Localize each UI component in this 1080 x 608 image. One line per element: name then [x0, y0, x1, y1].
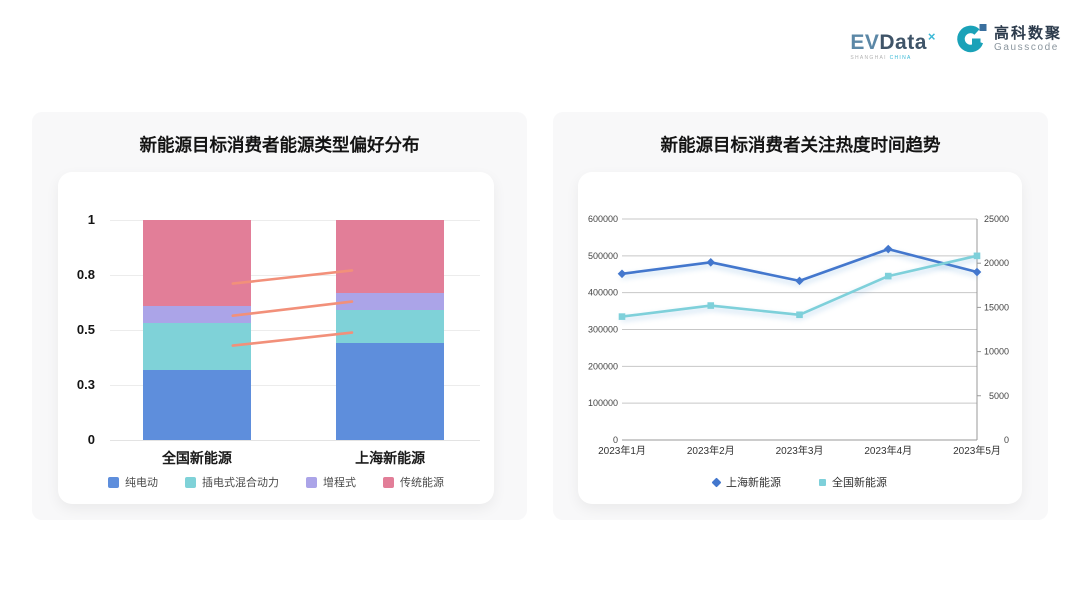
- evdata-tagline-shanghai: SHANGHAI: [850, 55, 887, 61]
- bar-segment: [142, 305, 251, 324]
- y-axis-label-right: 5000: [989, 391, 1009, 401]
- bar-segment: [336, 220, 445, 293]
- data-point: [883, 244, 893, 254]
- data-point: [618, 313, 626, 320]
- legend-label: 增程式: [323, 477, 356, 489]
- evdata-logo: EVData× SHANGHAI CHINA: [850, 22, 936, 61]
- y-axis-label-left: 300000: [588, 325, 618, 335]
- legend-item[interactable]: 插电式混合动力: [185, 474, 279, 490]
- y-axis-label-left: 0: [613, 435, 618, 445]
- header-logos: EVData× SHANGHAI CHINA 高科数聚 Gausscode: [850, 22, 1062, 61]
- y-axis-label: 0.8: [76, 267, 95, 282]
- y-axis-label-left: 200000: [588, 361, 618, 371]
- evdata-tagline: SHANGHAI CHINA: [850, 55, 911, 61]
- bar-segment: [336, 292, 445, 311]
- attention-trend-card: 新能源目标消费者关注热度时间趋势 0 100000 200000 300000 4000…: [553, 112, 1048, 520]
- legend-item[interactable]: 上海新能源: [711, 474, 781, 490]
- legend-label: 传统能源: [400, 477, 444, 489]
- bar-plot: 0 0.3 0.5 0.8 1 全国新能源 上海新能源: [58, 172, 494, 504]
- legend-item[interactable]: 传统能源: [383, 474, 444, 490]
- y-axis-label-right: 20000: [984, 258, 1009, 268]
- gridline: [110, 329, 480, 331]
- line-chart-panel: 0 100000 200000 300000 400000 500000 600000 0 50…: [578, 172, 1022, 504]
- data-point: [795, 276, 804, 286]
- evdata-wordmark: EVData×: [850, 26, 936, 54]
- y-axis-label: 1: [87, 212, 95, 227]
- legend-marker: [819, 478, 826, 486]
- data-point: [972, 267, 982, 277]
- bar-segment: [336, 310, 445, 344]
- series-line-0: [620, 247, 979, 283]
- data-point: [707, 302, 715, 309]
- legend-swatch: [383, 476, 394, 488]
- bar-segment: [142, 369, 251, 440]
- legend-label: 插电式混合动力: [202, 477, 279, 489]
- x-axis-label: 2023年1月: [598, 444, 646, 457]
- category-label: 上海新能源: [355, 450, 426, 466]
- gausscode-g-icon: [957, 24, 987, 53]
- gausscode-text: 高科数聚 Gausscode: [994, 25, 1062, 53]
- y-axis-label-left: 400000: [588, 288, 618, 298]
- gausscode-cn-name: 高科数聚: [993, 25, 1062, 42]
- gausscode-en-name: Gausscode: [993, 42, 1059, 53]
- y-axis-label: 0: [87, 432, 95, 447]
- x-axis-label: 2023年2月: [687, 444, 735, 457]
- bar-legend: 纯电动 插电式混合动力 增程式 传统能源: [58, 474, 494, 490]
- legend-item[interactable]: 增程式: [306, 474, 356, 490]
- energy-preference-card: 新能源目标消费者能源类型偏好分布 0 0.3 0.5 0.8 1 全国新能源 上海新能源 纯…: [32, 112, 527, 520]
- y-axis-label-right: 0: [1004, 435, 1009, 445]
- gausscode-logo: 高科数聚 Gausscode: [956, 22, 1062, 56]
- x-axis-label: 2023年4月: [864, 444, 912, 457]
- legend-label: 全国新能源: [832, 477, 887, 489]
- legend-swatch: [306, 476, 317, 488]
- x-axis-label: 2023年3月: [776, 444, 824, 457]
- data-point: [617, 269, 627, 279]
- legend-label: 上海新能源: [726, 477, 781, 489]
- legend-item[interactable]: 纯电动: [108, 474, 158, 490]
- legend-swatch: [185, 476, 196, 488]
- data-point: [706, 258, 716, 267]
- legend-label: 纯电动: [125, 477, 158, 489]
- data-point: [884, 272, 892, 280]
- bar-chart-title: 新能源目标消费者能源类型偏好分布: [139, 135, 420, 155]
- x-axis-label: 2023年5月: [953, 444, 1001, 457]
- data-point: [796, 311, 803, 319]
- y-axis-label-right: 15000: [984, 302, 1009, 312]
- legend-item[interactable]: 全国新能源: [819, 474, 887, 490]
- bar-segment: [142, 220, 251, 306]
- line-legend: 上海新能源 全国新能源: [578, 474, 1022, 490]
- gridline: [110, 439, 480, 441]
- y-axis-label-right: 25000: [984, 214, 1009, 224]
- y-axis-label: 0.3: [76, 377, 95, 392]
- y-axis-label-left: 500000: [588, 251, 618, 261]
- data-point: [973, 252, 981, 260]
- legend-marker: [711, 477, 722, 487]
- bar-chart-panel: 0 0.3 0.5 0.8 1 全国新能源 上海新能源 纯电动 插电式混合动力 增程式 传统能源: [58, 172, 494, 504]
- gridline: [110, 384, 480, 386]
- stacked-bar-0: [142, 220, 251, 440]
- y-axis-label-right: 10000: [984, 347, 1009, 357]
- y-axis-label: 0.5: [76, 322, 95, 337]
- line-chart-title: 新能源目标消费者关注热度时间趋势: [660, 135, 941, 155]
- legend-swatch: [108, 476, 119, 488]
- gridline: [110, 219, 480, 221]
- evdata-data-text: Data: [879, 31, 927, 54]
- line-svg: 0 100000 200000 300000 400000 500000 600000 0 50…: [588, 214, 1009, 457]
- evdata-tagline-china: CHINA: [889, 55, 912, 61]
- series-line-1: [620, 254, 979, 318]
- y-axis-label-left: 100000: [588, 398, 618, 408]
- category-label: 全国新能源: [161, 450, 232, 466]
- evdata-ev-text: EV: [850, 31, 880, 54]
- y-axis-label-left: 600000: [588, 214, 618, 224]
- evdata-x-mark: ×: [927, 29, 936, 44]
- bar-segment: [142, 323, 251, 370]
- bar-segment: [336, 343, 445, 440]
- stacked-bar-1: [336, 220, 445, 440]
